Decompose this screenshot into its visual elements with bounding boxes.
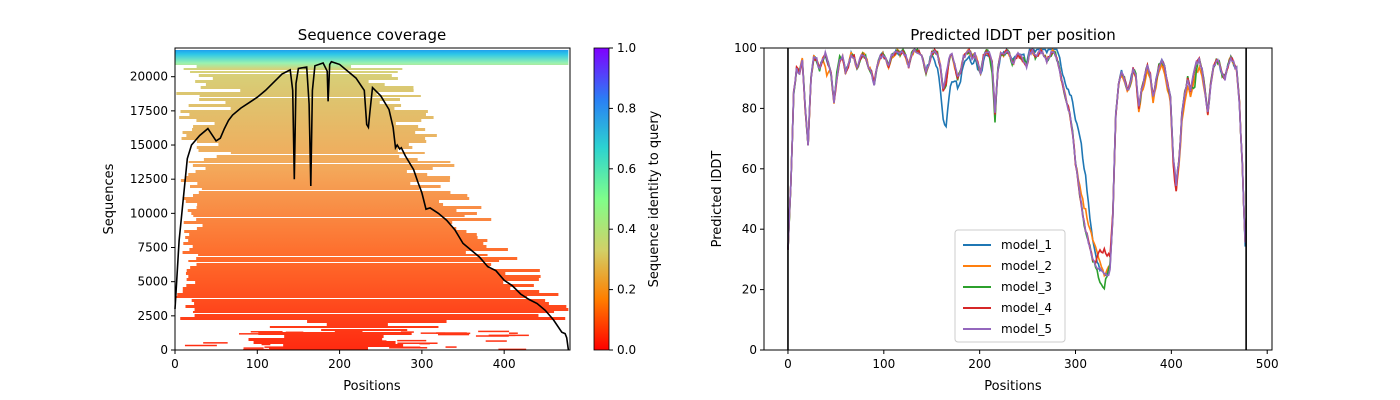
plddt-y-ticks: 0 20 40 60 80 100 bbox=[734, 41, 764, 357]
coverage-line bbox=[174, 60, 570, 351]
colorbar-tick-label: 1.0 bbox=[617, 41, 636, 55]
legend-label-model-4: model_4 bbox=[1001, 301, 1052, 315]
coverage-y-tick-label: 12500 bbox=[130, 172, 168, 186]
colorbar: 0.0 0.2 0.4 0.6 0.8 1.0 Sequence identity to … bbox=[593, 41, 662, 357]
coverage-title: Sequence coverage bbox=[298, 26, 446, 44]
colorbar-tick-label: 0.8 bbox=[617, 101, 636, 115]
colorbar-tick-label: 0.4 bbox=[617, 222, 636, 236]
coverage-x-tick-label: 0 bbox=[171, 357, 179, 371]
coverage-x-tick-label: 200 bbox=[328, 357, 351, 371]
legend-label-model-2: model_2 bbox=[1001, 259, 1052, 273]
colorbar-tick-label: 0.2 bbox=[617, 283, 636, 297]
coverage-axes-frame bbox=[174, 47, 571, 351]
plddt-y-tick-label: 80 bbox=[742, 101, 757, 115]
coverage-x-tick-label: 300 bbox=[410, 357, 433, 371]
plddt-y-tick-label: 20 bbox=[742, 283, 757, 297]
plddt-y-tick-label: 40 bbox=[742, 222, 757, 236]
plddt-x-tick-label: 100 bbox=[872, 357, 895, 371]
colorbar-ticks: 0.0 0.2 0.4 0.6 0.8 1.0 bbox=[609, 41, 636, 357]
legend-label-model-3: model_3 bbox=[1001, 280, 1052, 294]
plddt-x-tick-label: 0 bbox=[784, 357, 792, 371]
coverage-y-tick-label: 17500 bbox=[130, 104, 168, 118]
plddt-x-tick-label: 200 bbox=[968, 357, 991, 371]
coverage-y-tick-label: 0 bbox=[160, 343, 168, 357]
coverage-y-tick-label: 10000 bbox=[130, 206, 168, 220]
plddt-lines bbox=[787, 48, 1246, 291]
colorbar-tick-label: 0.6 bbox=[617, 162, 636, 176]
plddt-line-model-5 bbox=[787, 48, 1246, 277]
plddt-ylabel: Predicted lDDT bbox=[710, 151, 725, 248]
plddt-y-tick-label: 100 bbox=[734, 41, 757, 55]
plddt-vlines bbox=[787, 48, 1247, 350]
legend: model_1 model_2 model_3 model_4 model_5 bbox=[954, 229, 1066, 343]
coverage-heatmap bbox=[175, 48, 570, 350]
coverage-y-tick-label: 15000 bbox=[130, 138, 168, 152]
plddt-y-tick-label: 60 bbox=[742, 162, 757, 176]
colorbar-gradient bbox=[593, 47, 610, 351]
coverage-y-tick-label: 7500 bbox=[137, 241, 168, 255]
coverage-y-tick-label: 20000 bbox=[130, 70, 168, 84]
colorbar-label: Sequence identity to query bbox=[647, 110, 662, 287]
plddt-x-tick-label: 500 bbox=[1256, 357, 1279, 371]
plddt-panel: Predicted lDDT per position 0 100 200 300 40… bbox=[710, 26, 1279, 394]
plddt-x-ticks: 0 100 200 300 400 500 bbox=[784, 350, 1279, 371]
coverage-x-tick-label: 400 bbox=[493, 357, 516, 371]
legend-label-model-1: model_1 bbox=[1001, 238, 1052, 252]
legend-frame bbox=[954, 229, 1066, 343]
plddt-x-tick-label: 400 bbox=[1160, 357, 1183, 371]
coverage-x-ticks: 0 100 200 300 400 bbox=[171, 350, 516, 371]
plddt-x-tick-label: 300 bbox=[1064, 357, 1087, 371]
coverage-xlabel: Positions bbox=[343, 379, 401, 394]
coverage-x-tick-label: 100 bbox=[246, 357, 269, 371]
plddt-xlabel: Positions bbox=[984, 379, 1042, 394]
plddt-axes-frame bbox=[763, 47, 1273, 351]
plddt-y-tick-label: 0 bbox=[749, 343, 757, 357]
coverage-y-tick-label: 2500 bbox=[137, 309, 168, 323]
coverage-y-tick-label: 5000 bbox=[137, 275, 168, 289]
coverage-panel: Sequence coverage 0 100 200 300 400 0 2500 500… bbox=[102, 26, 571, 394]
plddt-title: Predicted lDDT per position bbox=[910, 26, 1115, 44]
colorbar-tick-label: 0.0 bbox=[617, 343, 636, 357]
coverage-ylabel: Sequences bbox=[102, 163, 117, 234]
coverage-y-ticks: 0 2500 5000 7500 10000 12500 15000 17500 20000 bbox=[130, 70, 175, 357]
legend-label-model-5: model_5 bbox=[1001, 322, 1052, 336]
